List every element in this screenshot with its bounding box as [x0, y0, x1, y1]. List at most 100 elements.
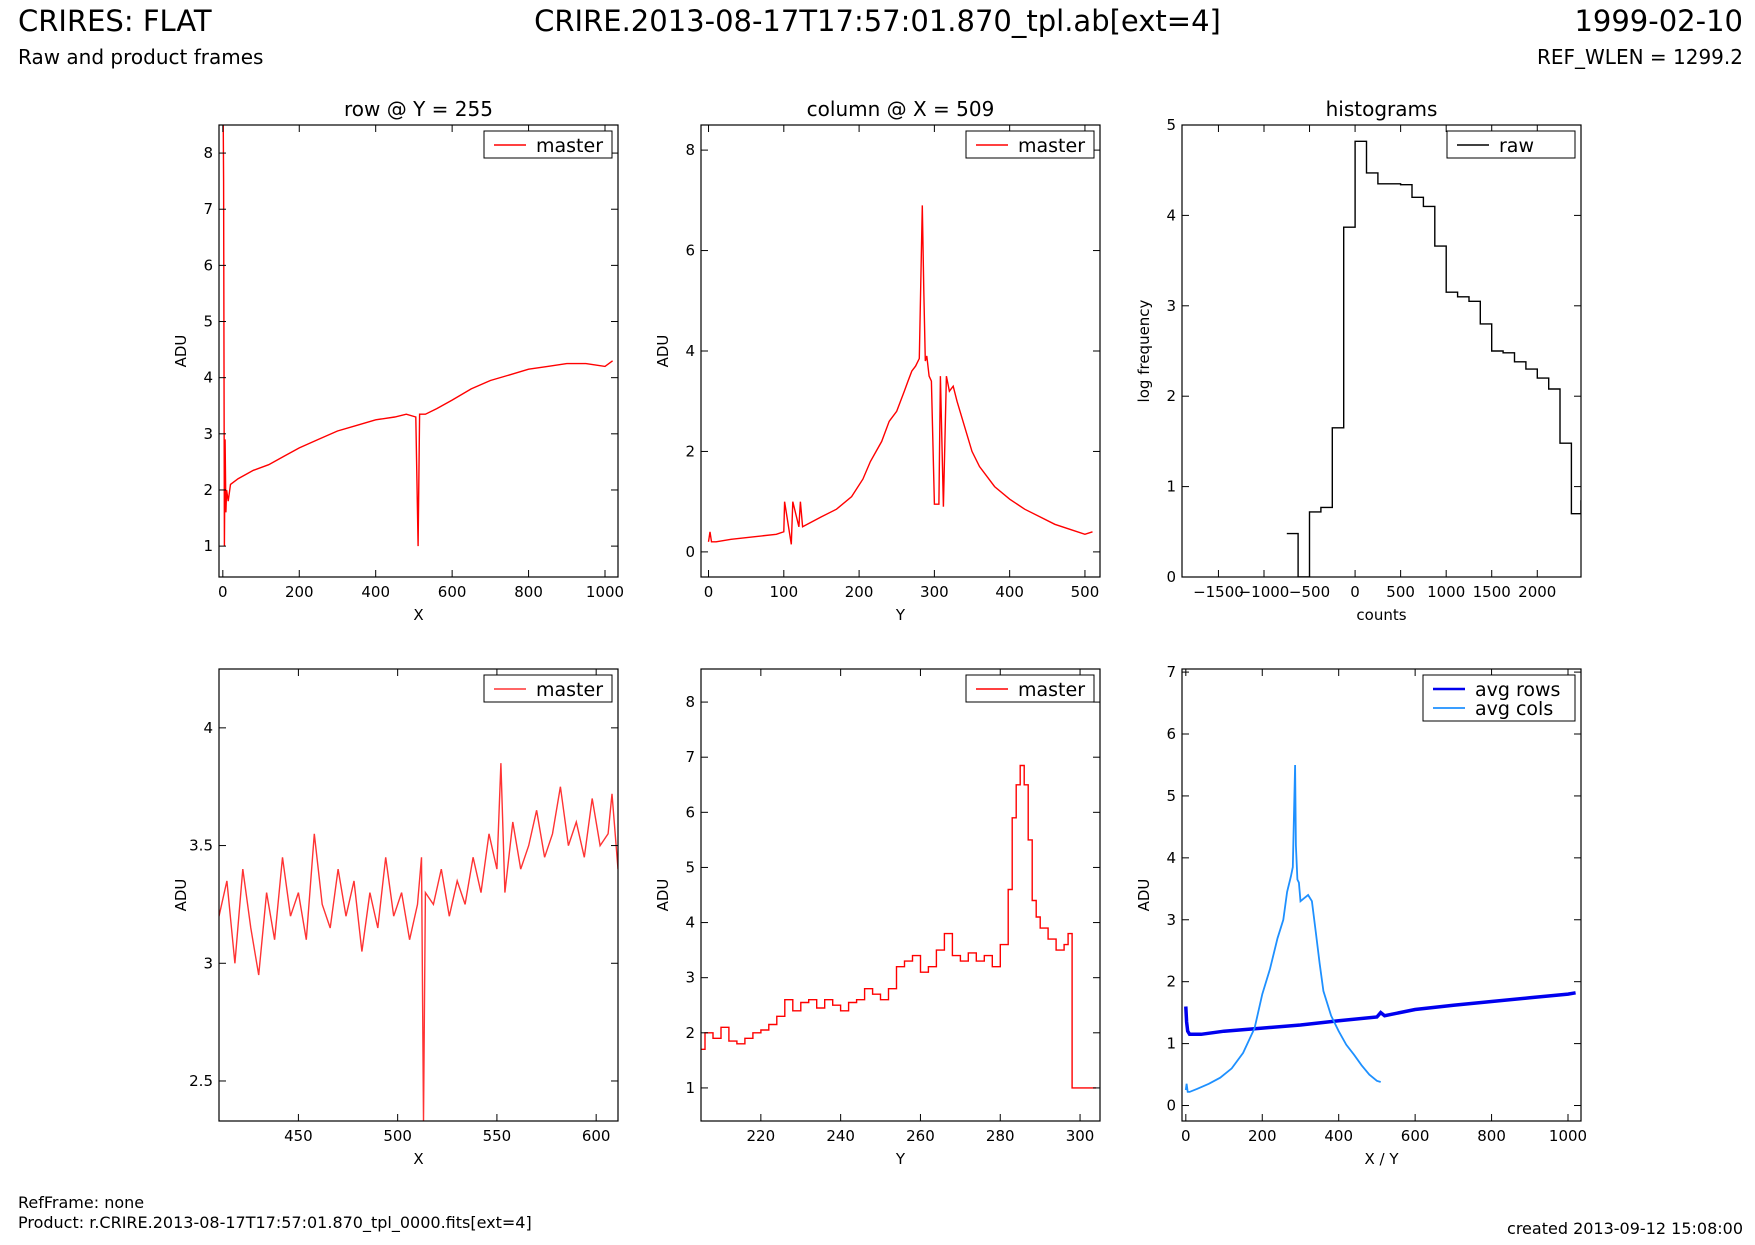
chart-column-zoom: 220 240 260 280 300 1 2 3 4 5 6 7 8 Y ADU master	[654, 668, 1101, 1168]
y-tick-label: 3	[685, 969, 695, 987]
y-axis-label: ADU	[1135, 879, 1153, 912]
file-title: CRIRE.2013-08-17T17:57:01.870_tpl.ab[ext…	[534, 4, 1221, 38]
y-tick-label: 2	[685, 1024, 695, 1042]
y-tick-label: 6	[685, 242, 695, 260]
x-tick-label: 400	[361, 583, 390, 601]
plot-title: histograms	[1326, 97, 1438, 121]
series-line-master	[707, 205, 1093, 545]
product-label: Product: r.CRIRE.2013-08-17T17:57:01.870…	[18, 1213, 532, 1232]
x-tick-label: 260	[906, 1127, 935, 1145]
series-line-raw	[1286, 140, 1581, 577]
x-tick-label: 500	[1386, 583, 1415, 601]
y-tick-label: 5	[1166, 787, 1176, 805]
series-line-master	[222, 125, 614, 547]
x-tick-label: 300	[920, 583, 949, 601]
y-tick-label: 4	[203, 719, 213, 737]
x-tick-label: 280	[986, 1127, 1015, 1145]
series-line-master	[701, 764, 1096, 1089]
y-tick-label: 3	[203, 425, 213, 443]
y-axis-label: ADU	[654, 335, 672, 368]
y-tick-label: 1	[1166, 478, 1176, 496]
y-tick-label: 5	[1166, 116, 1176, 134]
y-tick-label: 4	[1166, 849, 1176, 867]
x-tick-label: 0	[218, 583, 228, 601]
x-tick-label: 300	[1066, 1127, 1095, 1145]
date-label: 1999-02-10	[1574, 4, 1743, 38]
refframe-label: RefFrame: none	[18, 1193, 145, 1212]
x-axis-label: X	[413, 1150, 423, 1168]
legend-label: master	[1018, 135, 1085, 157]
x-tick-label: 600	[1401, 1127, 1430, 1145]
y-tick-label: 7	[685, 748, 695, 766]
legend-label: avg cols	[1475, 698, 1553, 720]
y-tick-label: 4	[1166, 206, 1176, 224]
x-axis-label: X / Y	[1364, 1150, 1399, 1168]
y-tick-label: 2.5	[189, 1072, 213, 1090]
y-tick-label: 1	[203, 537, 213, 555]
y-tick-label: 0	[1166, 1097, 1176, 1115]
x-tick-label: 0	[1181, 1127, 1191, 1145]
x-tick-label: −500	[1289, 583, 1330, 601]
plot-title: column @ X = 509	[807, 97, 995, 121]
x-tick-label: 0	[704, 583, 714, 601]
legend: master	[965, 130, 1095, 159]
x-tick-label: 1000	[1549, 1127, 1587, 1145]
y-tick-label: 2	[1166, 973, 1176, 991]
x-tick-label: 400	[995, 583, 1024, 601]
x-tick-label: 400	[1324, 1127, 1353, 1145]
y-tick-label: 3	[203, 954, 213, 972]
y-tick-label: 8	[685, 693, 695, 711]
series-line-master	[219, 763, 618, 1121]
legend-frame	[1446, 130, 1576, 159]
y-axis-label: ADU	[172, 879, 190, 912]
created-label: created 2013-09-12 15:08:00	[1507, 1219, 1743, 1238]
page-subtitle: Raw and product frames	[18, 45, 264, 69]
plot-frame	[218, 668, 619, 1122]
y-tick-label: 3	[1166, 911, 1176, 929]
y-tick-label: 4	[685, 914, 695, 932]
y-tick-label: 6	[203, 256, 213, 274]
y-tick-label: 7	[1166, 663, 1176, 681]
x-axis-label: Y	[895, 606, 906, 624]
x-tick-label: 2000	[1518, 583, 1556, 601]
y-tick-label: 2	[685, 442, 695, 460]
y-axis-label: ADU	[172, 335, 190, 368]
x-axis-label: counts	[1356, 606, 1406, 624]
y-tick-label: 4	[203, 369, 213, 387]
legend-label: master	[1018, 679, 1085, 701]
y-axis-label: log frequency	[1135, 299, 1153, 402]
plot-frame	[1181, 668, 1582, 1122]
legend-label: master	[536, 679, 603, 701]
x-tick-label: 550	[483, 1127, 512, 1145]
y-tick-label: 5	[685, 858, 695, 876]
x-tick-label: 220	[747, 1127, 776, 1145]
legend: master	[483, 674, 613, 703]
ref-wlen-label: REF_WLEN = 1299.2	[1536, 45, 1743, 69]
x-tick-label: 1500	[1473, 583, 1511, 601]
legend: raw	[1446, 130, 1576, 159]
x-tick-label: 800	[514, 583, 543, 601]
series-line-avg-rows	[1184, 991, 1576, 1037]
x-tick-label: 200	[1248, 1127, 1277, 1145]
y-tick-label: 5	[203, 313, 213, 331]
chart-histograms: −1500−1000 −500 0 500 1000 1500 2000 0 1 2 3 4 5 hist…	[1135, 97, 1582, 624]
y-tick-label: 0	[685, 543, 695, 561]
y-tick-label: 1	[1166, 1035, 1176, 1053]
x-tick-label: 0	[1350, 583, 1360, 601]
x-tick-label: 100	[769, 583, 798, 601]
x-tick-label: −1500	[1193, 583, 1244, 601]
legend: master	[483, 130, 613, 159]
plot-frame	[1181, 124, 1582, 578]
x-tick-label: 500	[383, 1127, 412, 1145]
y-tick-label: 3	[1166, 297, 1176, 315]
x-tick-label: 450	[284, 1127, 313, 1145]
plot-frame	[218, 124, 619, 578]
y-tick-label: 7	[203, 200, 213, 218]
x-tick-label: 600	[438, 583, 467, 601]
plot-title: row @ Y = 255	[344, 97, 493, 121]
y-axis-label: ADU	[654, 879, 672, 912]
plot-frame	[700, 668, 1101, 1122]
x-tick-label: 240	[826, 1127, 855, 1145]
legend-label: raw	[1499, 135, 1534, 157]
